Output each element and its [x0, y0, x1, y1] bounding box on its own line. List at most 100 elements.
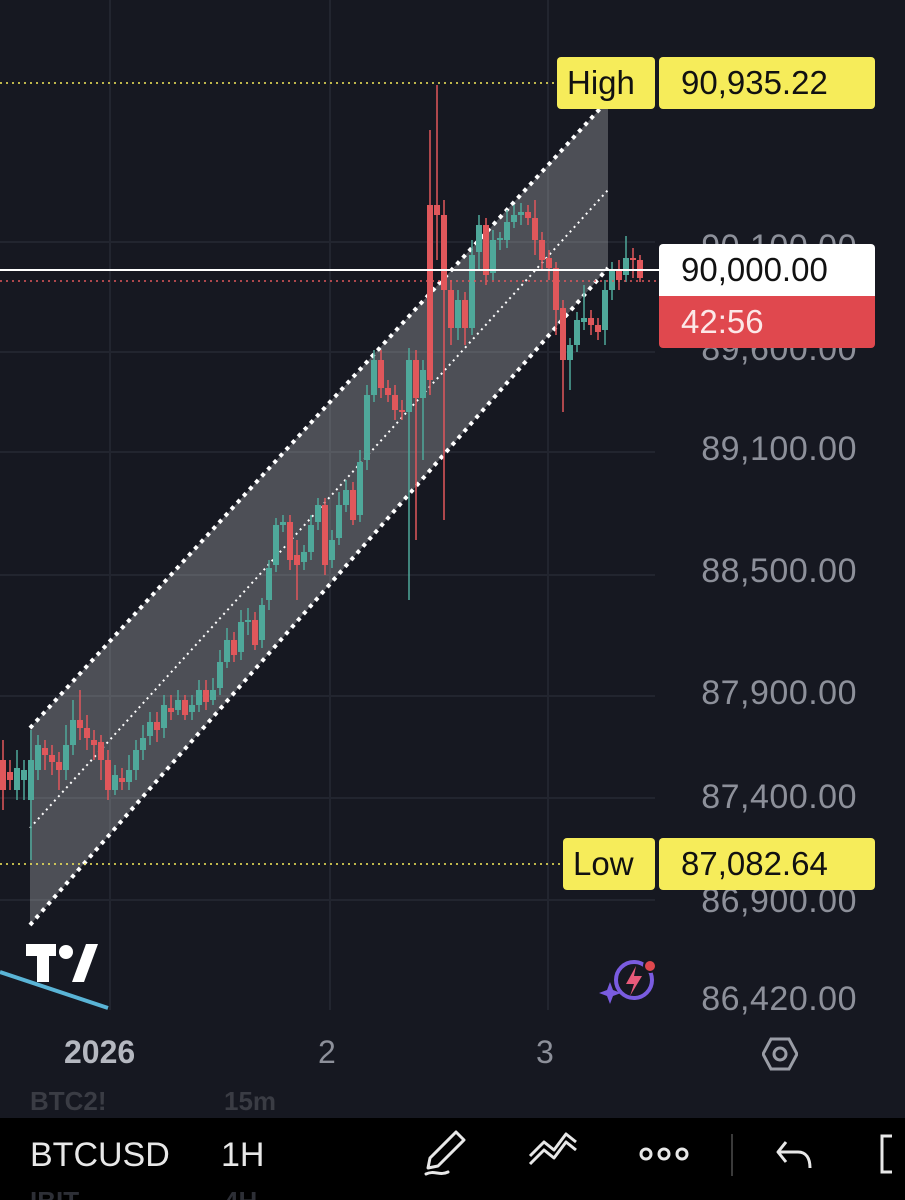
candle-body: [119, 778, 125, 782]
time-axis-label: 2026: [64, 1034, 136, 1070]
symbol-button[interactable]: BTCUSD: [30, 1136, 170, 1174]
candles: [0, 85, 643, 860]
candle-body: [420, 370, 426, 398]
candle-body: [476, 225, 482, 252]
candle-body: [469, 255, 475, 328]
candle-body: [392, 395, 398, 410]
candle-body: [196, 690, 202, 705]
candle-body: [322, 505, 328, 565]
candle-body: [574, 320, 580, 345]
candle-body: [525, 212, 531, 218]
candle-body: [511, 215, 517, 222]
assistant-spark-icon[interactable]: [598, 958, 662, 1013]
candle-body: [581, 318, 587, 322]
candle-body: [504, 222, 510, 240]
undo-icon[interactable]: [772, 1126, 816, 1183]
candle-body: [266, 568, 272, 600]
toolbar-divider: [731, 1134, 733, 1176]
candle-body: [210, 690, 216, 700]
candle-body: [273, 525, 279, 565]
candle-body: [560, 308, 566, 360]
candle-body: [98, 742, 104, 760]
candle-body: [287, 522, 293, 560]
candle-body: [105, 760, 111, 790]
candle-body: [238, 622, 244, 652]
price-lines: [0, 82, 659, 1010]
candle-body: [427, 205, 433, 380]
candle-body: [567, 345, 573, 360]
candle-body: [336, 505, 342, 538]
candle-body: [49, 755, 55, 762]
symbol-suggestion-row-2: IBIT 4H: [0, 1186, 905, 1200]
settings-icon[interactable]: [761, 1036, 799, 1077]
candle-body: [546, 258, 552, 268]
pencil-icon[interactable]: [420, 1126, 472, 1183]
candle-body: [28, 760, 34, 800]
candle-body: [280, 522, 286, 525]
candle-body: [63, 745, 69, 770]
candle-body: [413, 360, 419, 398]
candle-body: [532, 218, 538, 240]
chart-area[interactable]: 90,100.00 89,600.00 89,100.00 88,500.00 …: [0, 0, 905, 1095]
candle-body: [84, 728, 90, 738]
candle-body: [42, 748, 48, 755]
time-axis-label: 2: [318, 1034, 336, 1070]
low-label: Low: [563, 838, 655, 890]
price-axis-label: 86,420.00: [701, 980, 857, 1018]
candle-body: [77, 720, 83, 728]
candle-body: [588, 318, 594, 325]
faded-symbol: BTC2!: [30, 1088, 107, 1116]
candle-body: [385, 388, 391, 395]
candle-body: [483, 225, 489, 275]
tradingview-logo[interactable]: [26, 944, 98, 989]
price-axis-label: 88,500.00: [701, 552, 857, 590]
candle-body: [602, 290, 608, 330]
candle-body: [203, 690, 209, 702]
candle-body: [301, 552, 307, 562]
bar-countdown-label: 42:56: [659, 296, 875, 348]
candle-body: [14, 768, 20, 790]
candle-body: [595, 325, 601, 332]
candle-body: [378, 360, 384, 388]
time-axis-label: 3: [536, 1034, 554, 1070]
trend-line: [0, 970, 109, 1010]
bottom-toolbar: [0, 1118, 905, 1200]
channel-lower-line: [28, 266, 610, 927]
faded-interval-2: 4H: [224, 1186, 257, 1200]
price-axis-label: 89,100.00: [701, 430, 857, 468]
candle-body: [154, 722, 160, 730]
candlestick-chart[interactable]: [0, 0, 905, 1095]
candle-body: [140, 738, 146, 750]
price-axis-label: 87,900.00: [701, 674, 857, 712]
trend-indicator-icon[interactable]: [526, 1126, 582, 1183]
candle-body: [252, 620, 258, 645]
candle-body: [294, 555, 300, 565]
high-value: 90,935.22: [659, 57, 875, 109]
candle-body: [56, 762, 62, 770]
high-label: High: [557, 57, 655, 109]
candle-body: [399, 410, 405, 412]
candle-body: [245, 620, 251, 622]
candle-body: [133, 750, 139, 770]
symbol-suggestion-row: BTC2! 15m: [0, 1088, 905, 1118]
candle-body: [462, 300, 468, 328]
interval-button[interactable]: 1H: [221, 1136, 265, 1174]
candle-body: [434, 205, 440, 215]
candle-body: [357, 462, 363, 515]
candle-body: [168, 708, 174, 712]
chart-grid: [0, 0, 655, 1010]
more-icon[interactable]: [636, 1126, 692, 1183]
faded-symbol-2: IBIT: [30, 1186, 79, 1200]
candle-body: [623, 258, 629, 275]
candle-body: [406, 360, 412, 412]
candle-body: [343, 490, 349, 505]
candle-body: [315, 505, 321, 522]
candle-body: [259, 605, 265, 640]
candle-body: [70, 720, 76, 745]
fullscreen-icon[interactable]: [876, 1126, 905, 1183]
candle-body: [224, 640, 230, 662]
faded-interval: 15m: [224, 1088, 277, 1116]
candle-body: [231, 640, 237, 655]
candle-body: [490, 240, 496, 273]
low-value: 87,082.64: [659, 838, 875, 890]
